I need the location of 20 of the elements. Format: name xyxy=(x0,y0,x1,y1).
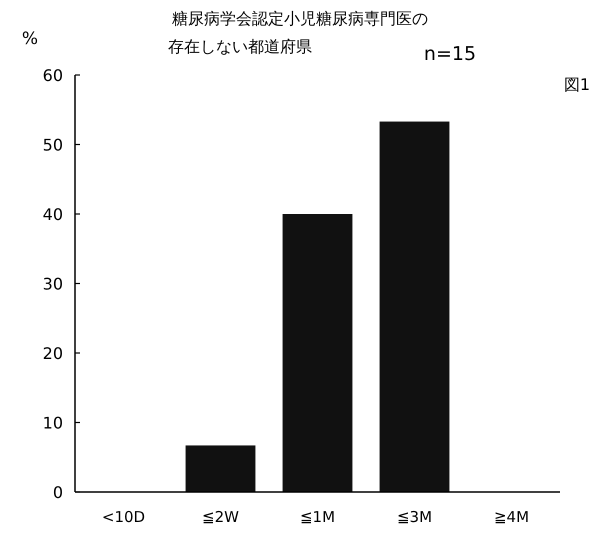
bar xyxy=(186,445,256,492)
x-tick-label: ≧4M xyxy=(494,508,530,526)
x-tick-label: ≦2W xyxy=(202,508,240,526)
y-tick-label: 50 xyxy=(42,136,63,154)
bar xyxy=(380,122,450,492)
chart-title: 糖尿病学会認定小児糖尿病専門医の xyxy=(172,9,428,28)
y-tick-label: 0 xyxy=(52,483,63,502)
chart-subtitle: 存在しない都道府県 xyxy=(168,37,312,56)
x-tick-label: ≦3M xyxy=(396,508,432,526)
text: n=15 xyxy=(424,43,476,65)
y-tick-label: 40 xyxy=(42,205,63,224)
y-tick-label: 10 xyxy=(42,414,63,432)
y-tick-label: 30 xyxy=(42,274,63,294)
x-tick-label: ≦1M xyxy=(300,508,336,526)
bar xyxy=(282,214,352,492)
caption: 図1 xyxy=(564,75,590,94)
y-tick-label: 60 xyxy=(42,66,63,85)
y-tick-label: 20 xyxy=(42,344,63,363)
y-axis-title: % xyxy=(22,29,38,49)
x-tick-label: <10D xyxy=(102,508,146,526)
